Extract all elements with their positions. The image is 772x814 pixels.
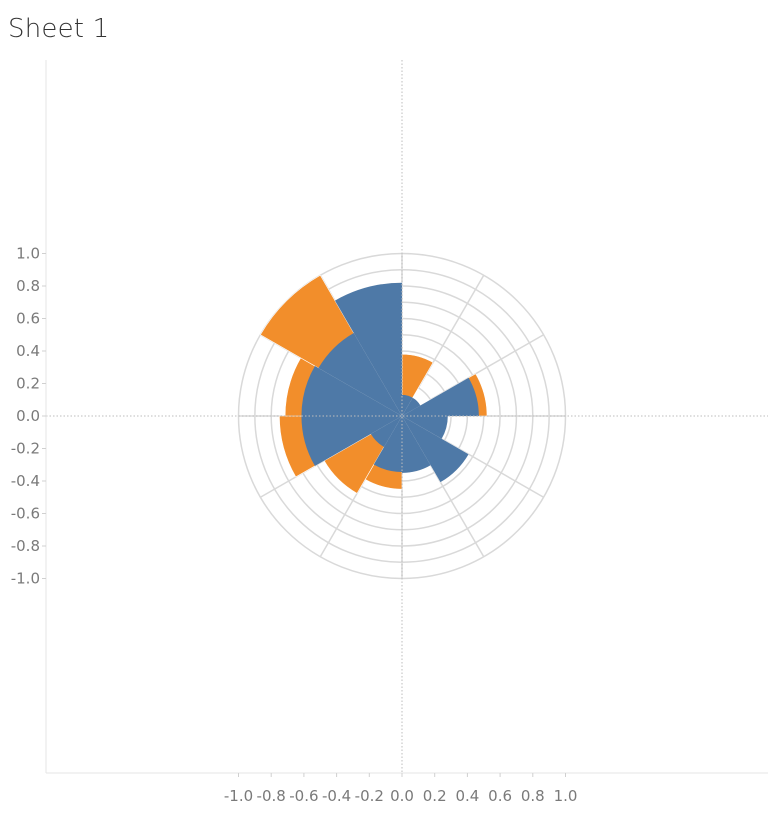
y-tick-label: -0.4 xyxy=(11,472,40,490)
y-tick-label: 0.0 xyxy=(16,407,40,425)
y-tick-label: 0.2 xyxy=(16,375,40,393)
x-tick-label: -0.2 xyxy=(355,787,384,805)
sheet-title: Sheet 1 xyxy=(8,14,110,44)
blue-sector-3 xyxy=(402,416,448,439)
x-tick-label: 0.2 xyxy=(423,787,447,805)
y-tick-label: 0.6 xyxy=(16,310,40,328)
x-tick-label: -1.0 xyxy=(224,787,253,805)
blue-sector-11 xyxy=(334,282,402,416)
blue-sector-8 xyxy=(301,416,402,466)
blue-sector-0 xyxy=(402,394,413,416)
x-tick-label: 0.4 xyxy=(455,787,479,805)
y-tick-label: -1.0 xyxy=(11,570,40,588)
y-tick-label: 0.4 xyxy=(16,342,40,360)
tick-labels: 1.00.80.60.40.20.0-0.2-0.4-0.6-0.8-1.0-1… xyxy=(11,245,578,806)
x-tick-label: -0.6 xyxy=(289,787,318,805)
x-tick-label: -0.4 xyxy=(322,787,351,805)
blue-sector-5 xyxy=(402,416,431,473)
x-tick-label: 0.6 xyxy=(488,787,512,805)
y-tick-label: -0.6 xyxy=(11,505,40,523)
blue-sector-10 xyxy=(318,332,402,416)
blue-sector-9 xyxy=(301,366,402,416)
x-tick-label: 0.0 xyxy=(390,787,414,805)
blue-sector-6 xyxy=(373,416,402,473)
y-tick-label: -0.2 xyxy=(11,440,40,458)
axis-layer xyxy=(45,60,768,774)
y-tick-label: 0.8 xyxy=(16,277,40,295)
x-tick-label: 0.8 xyxy=(521,787,545,805)
y-tick-label: 1.0 xyxy=(16,245,40,263)
blue-sector-1 xyxy=(402,397,421,416)
blue-sector-4 xyxy=(402,416,469,483)
blue-series xyxy=(301,282,479,483)
y-tick-label: -0.8 xyxy=(11,537,40,555)
x-tick-label: 1.0 xyxy=(554,787,578,805)
blue-sector-7 xyxy=(370,416,402,447)
blue-sector-2 xyxy=(402,377,479,416)
x-tick-label: -0.8 xyxy=(257,787,286,805)
